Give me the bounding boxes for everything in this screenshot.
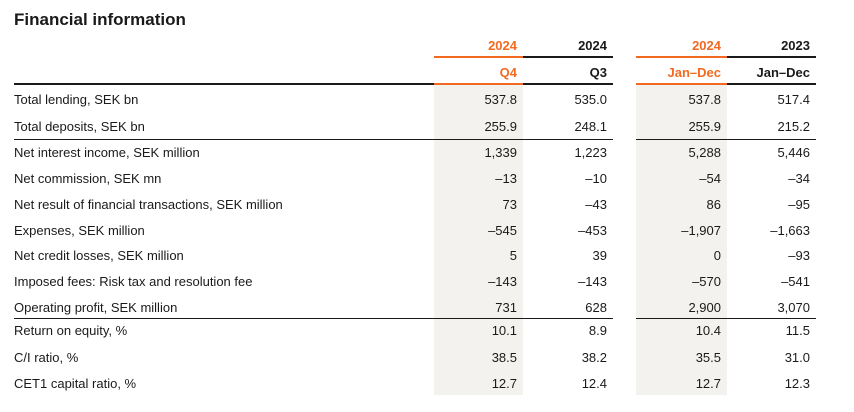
cell-value: –143 bbox=[578, 274, 607, 289]
row-label: Operating profit, SEK million bbox=[14, 300, 178, 315]
cell-value: 731 bbox=[495, 300, 517, 315]
cell-value: 2,900 bbox=[688, 300, 721, 315]
row-separator bbox=[636, 318, 816, 319]
cell-value: 255.9 bbox=[688, 119, 721, 134]
row-label: Imposed fees: Risk tax and resolution fe… bbox=[14, 274, 253, 289]
cell-value: 12.4 bbox=[581, 376, 607, 391]
row-label: CET1 capital ratio, % bbox=[14, 376, 137, 391]
row-label: C/I ratio, % bbox=[14, 350, 79, 365]
cell-value: 0 bbox=[713, 248, 721, 263]
cell-value: –453 bbox=[578, 223, 607, 238]
cell-value: –541 bbox=[781, 274, 810, 289]
cell-value: 5,288 bbox=[688, 145, 721, 160]
header-rule bbox=[727, 56, 816, 58]
cell-value: 3,070 bbox=[777, 300, 810, 315]
cell-value: 38.5 bbox=[491, 350, 517, 365]
page-title: Financial information bbox=[14, 10, 186, 29]
cell-value: 86 bbox=[706, 197, 721, 212]
row-label: Expenses, SEK million bbox=[14, 223, 145, 238]
cell-value: –34 bbox=[788, 171, 810, 186]
cell-value: 8.9 bbox=[588, 323, 607, 338]
cell-value: 11.5 bbox=[785, 323, 810, 338]
row-label: Net credit losses, SEK million bbox=[14, 248, 184, 263]
cell-value: –545 bbox=[488, 223, 517, 238]
row-label: Net interest income, SEK million bbox=[14, 145, 200, 160]
row-separator bbox=[14, 318, 613, 319]
cell-value: 535.0 bbox=[574, 92, 607, 107]
row-label: Return on equity, % bbox=[14, 323, 128, 338]
header-rule bbox=[434, 83, 523, 85]
cell-value: 248.1 bbox=[574, 119, 607, 134]
cell-value: –93 bbox=[788, 248, 810, 263]
column-year: 2023 bbox=[781, 38, 810, 53]
cell-value: 5 bbox=[509, 248, 517, 263]
cell-value: –95 bbox=[788, 197, 810, 212]
column-period: Jan–Dec bbox=[667, 65, 721, 80]
cell-value: 73 bbox=[502, 197, 517, 212]
cell-value: –570 bbox=[692, 274, 721, 289]
cell-value: 12.7 bbox=[491, 376, 517, 391]
cell-value: 12.7 bbox=[695, 376, 721, 391]
cell-value: 12.3 bbox=[784, 376, 810, 391]
cell-value: 5,446 bbox=[777, 145, 810, 160]
cell-value: –143 bbox=[488, 274, 517, 289]
row-separator bbox=[636, 139, 816, 140]
cell-value: –10 bbox=[585, 171, 607, 186]
cell-value: –1,663 bbox=[770, 223, 810, 238]
row-label: Net commission, SEK mn bbox=[14, 171, 162, 186]
column-period: Q4 bbox=[499, 65, 517, 80]
cell-value: 38.2 bbox=[581, 350, 607, 365]
header-rule bbox=[523, 83, 613, 85]
row-label: Total deposits, SEK bn bbox=[14, 119, 145, 134]
cell-value: –54 bbox=[699, 171, 721, 186]
column-period: Jan–Dec bbox=[756, 65, 810, 80]
column-period: Q3 bbox=[589, 65, 607, 80]
cell-value: 39 bbox=[592, 248, 607, 263]
header-rule bbox=[14, 83, 434, 85]
row-separator bbox=[14, 139, 613, 140]
column-year: 2024 bbox=[578, 38, 607, 53]
cell-value: 10.1 bbox=[491, 323, 517, 338]
cell-value: 1,223 bbox=[574, 145, 607, 160]
cell-value: 31.0 bbox=[784, 350, 810, 365]
cell-value: 628 bbox=[585, 300, 607, 315]
cell-value: 537.8 bbox=[688, 92, 721, 107]
cell-value: –43 bbox=[585, 197, 607, 212]
column-shade bbox=[636, 85, 727, 395]
header-rule bbox=[434, 56, 523, 58]
column-shade bbox=[434, 85, 523, 395]
cell-value: 10.4 bbox=[695, 323, 721, 338]
cell-value: 517.4 bbox=[777, 92, 810, 107]
header-rule bbox=[523, 56, 613, 58]
column-year: 2024 bbox=[488, 38, 517, 53]
row-label: Total lending, SEK bn bbox=[14, 92, 139, 107]
header-rule bbox=[636, 56, 727, 58]
header-rule bbox=[727, 83, 816, 85]
row-label: Net result of financial transactions, SE… bbox=[14, 197, 283, 212]
header-rule bbox=[636, 83, 727, 85]
cell-value: 215.2 bbox=[777, 119, 810, 134]
cell-value: 1,339 bbox=[484, 145, 517, 160]
cell-value: –1,907 bbox=[681, 223, 721, 238]
cell-value: 537.8 bbox=[484, 92, 517, 107]
column-year: 2024 bbox=[692, 38, 721, 53]
cell-value: 35.5 bbox=[695, 350, 721, 365]
cell-value: –13 bbox=[495, 171, 517, 186]
cell-value: 255.9 bbox=[484, 119, 517, 134]
